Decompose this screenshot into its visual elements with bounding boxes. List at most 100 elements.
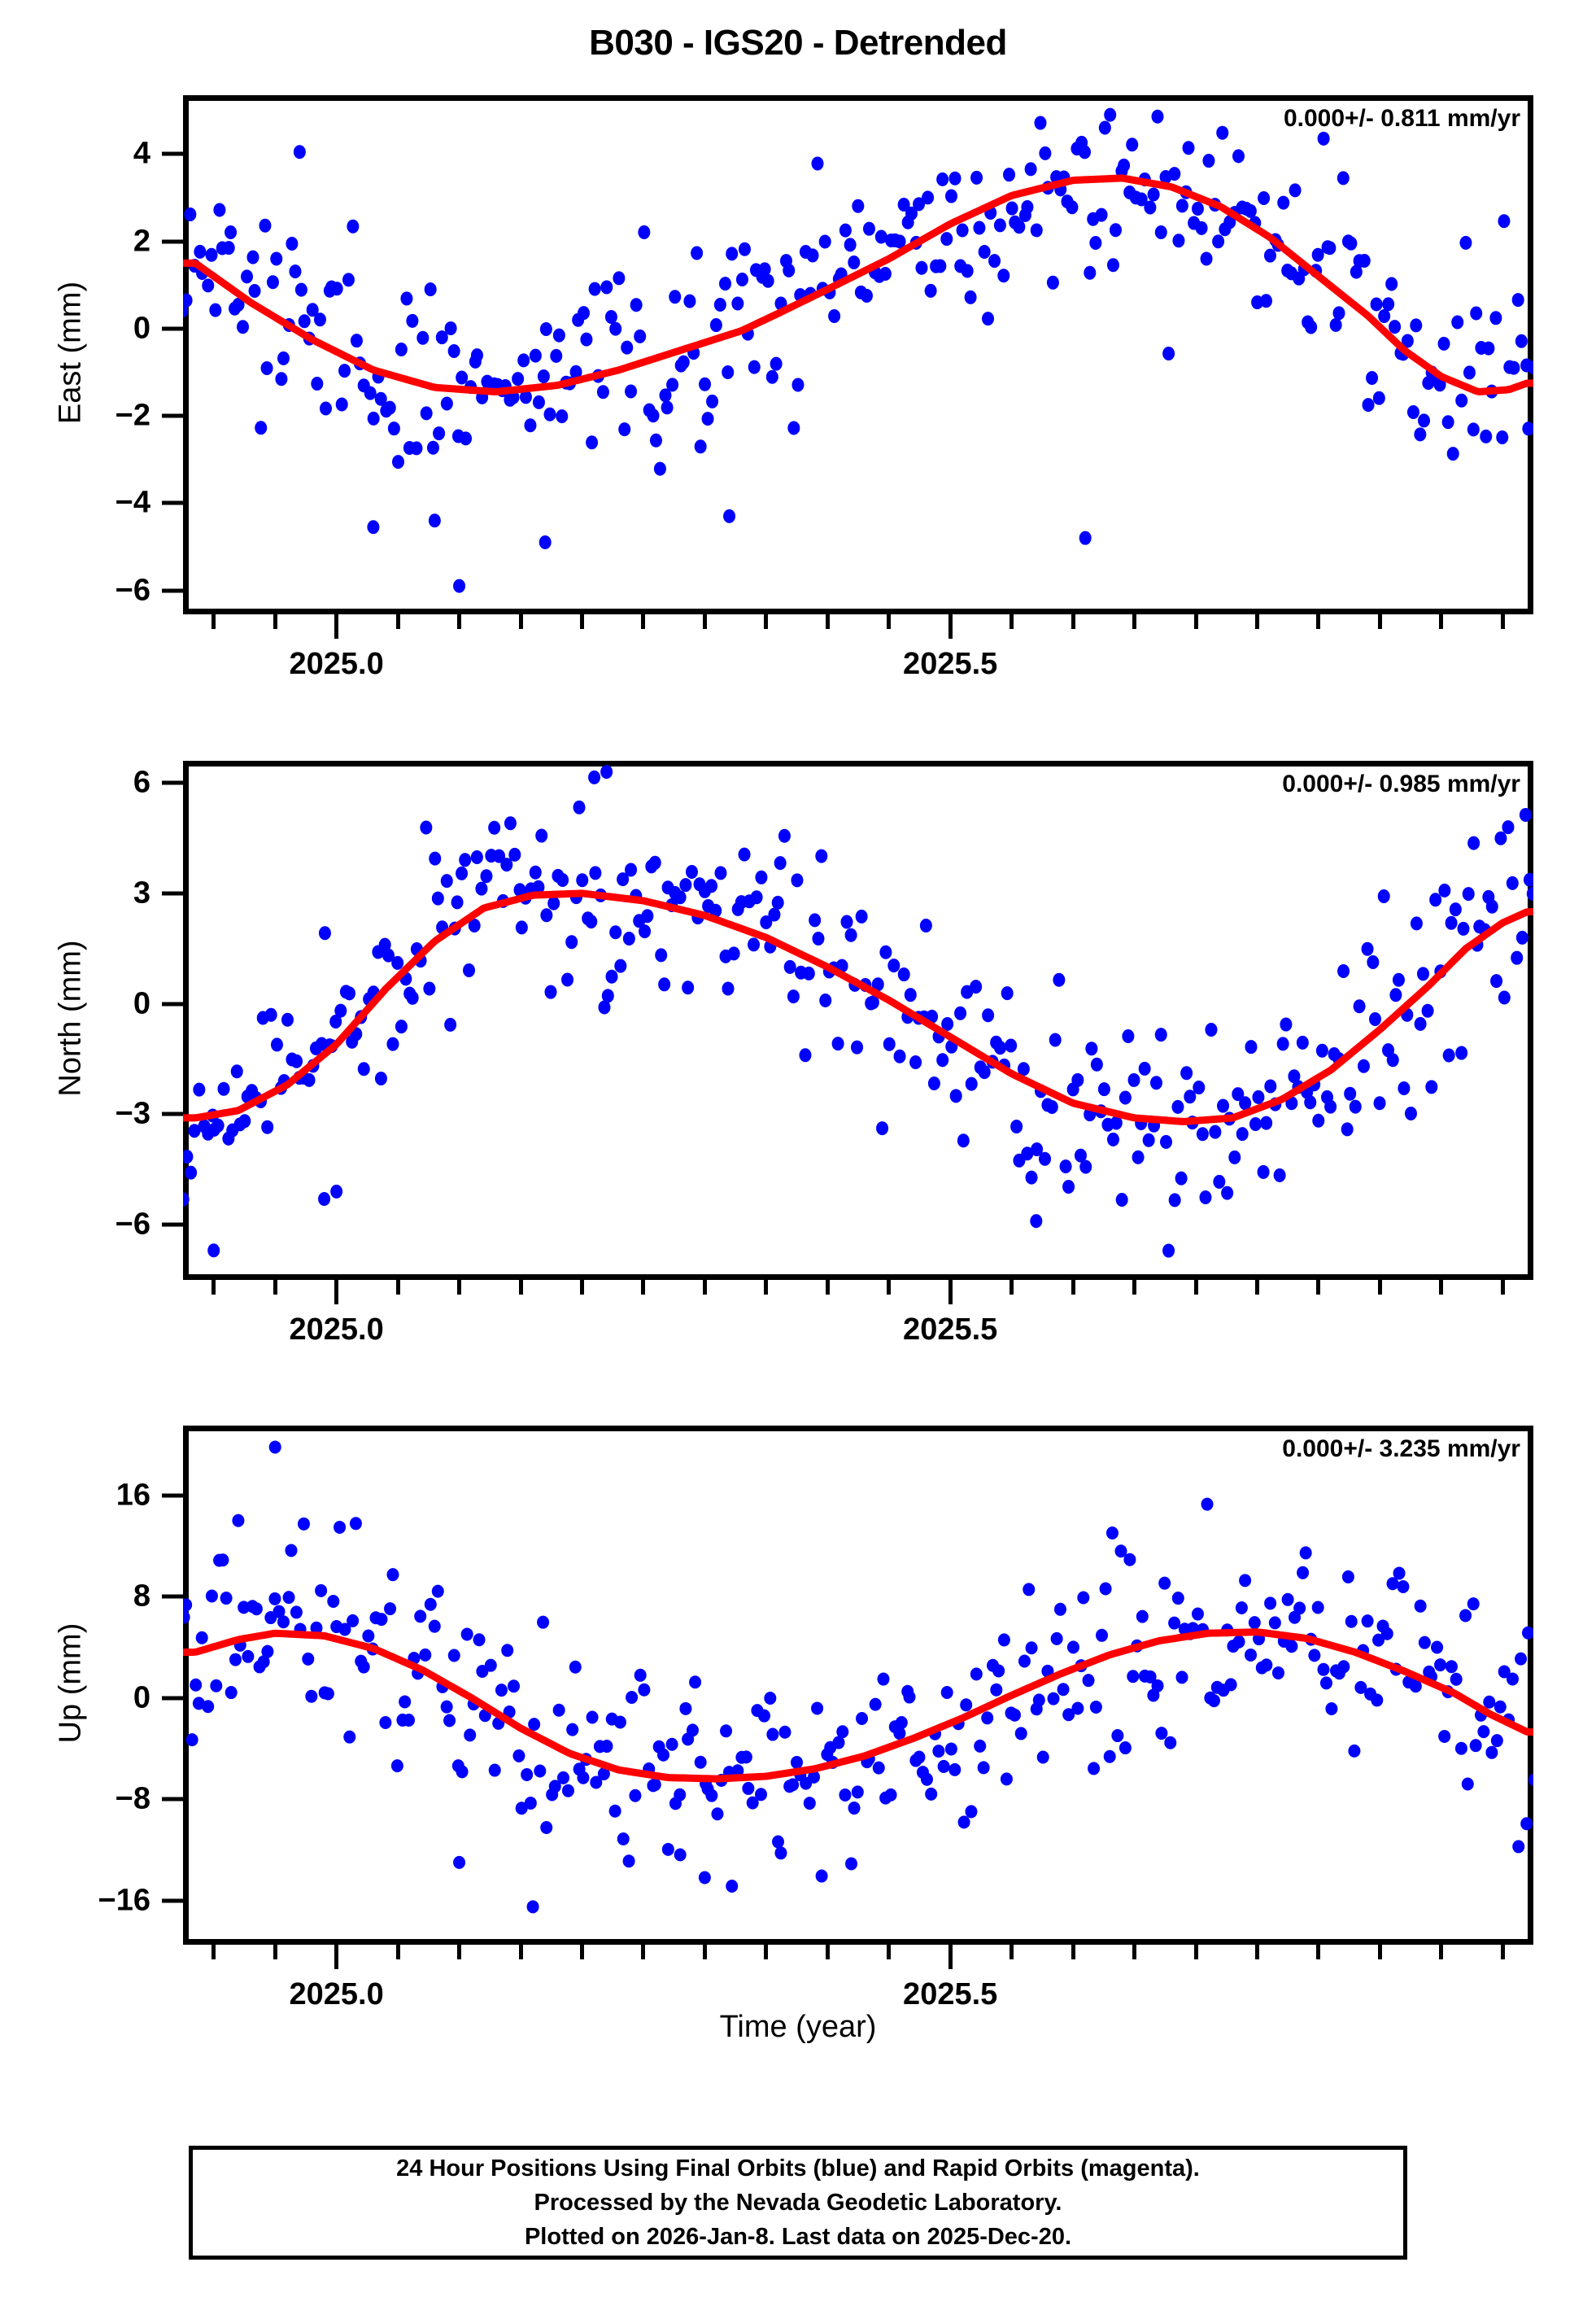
- x-tick-minor: [579, 1945, 584, 1959]
- x-tick-minor: [1132, 1280, 1137, 1295]
- x-tick-label: 2025.0: [289, 647, 384, 681]
- x-tick-minor: [1009, 1280, 1014, 1295]
- y-tick-mark: [162, 413, 183, 418]
- seasonal-fit-curve: [183, 174, 1533, 395]
- x-tick-minor: [1193, 614, 1198, 629]
- x-tick-minor: [1377, 614, 1382, 629]
- y-tick-label: 0: [133, 1680, 150, 1715]
- y-tick-label: −6: [115, 1207, 150, 1242]
- scatter-points: [183, 1440, 1533, 1914]
- x-tick-minor: [702, 614, 707, 629]
- x-tick-minor: [641, 1945, 646, 1959]
- x-tick-label: 2025.0: [289, 1977, 384, 2011]
- x-tick-major: [334, 1945, 339, 1969]
- x-tick-minor: [1316, 1280, 1321, 1295]
- panel-up-frame: [183, 1426, 1533, 1945]
- x-tick-minor: [702, 1280, 707, 1295]
- panel-east-frame: [183, 95, 1533, 614]
- y-tick-mark: [162, 588, 183, 592]
- seasonal-fit-curve: [183, 1628, 1533, 1783]
- x-tick-minor: [579, 614, 584, 629]
- page-title: B030 - IGS20 - Detrended: [589, 23, 1007, 63]
- x-tick-minor: [395, 1945, 400, 1959]
- panel-east-rate-annotation: 0.000+/- 0.811 mm/yr: [1283, 105, 1520, 132]
- caption-line-2: Processed by the Nevada Geodetic Laborat…: [534, 2190, 1062, 2216]
- scatter-points: [183, 107, 1533, 593]
- y-tick-label: −6: [115, 573, 150, 607]
- x-tick-minor: [273, 614, 277, 629]
- x-tick-minor: [1500, 1280, 1505, 1295]
- x-tick-minor: [1500, 614, 1505, 629]
- x-tick-minor: [518, 1945, 523, 1959]
- caption-line-1: 24 Hour Positions Using Final Orbits (bl…: [396, 2155, 1200, 2182]
- x-tick-minor: [1071, 614, 1075, 629]
- y-tick-mark: [162, 1112, 183, 1116]
- x-tick-major: [948, 614, 953, 639]
- y-tick-mark: [162, 1594, 183, 1599]
- x-tick-minor: [457, 614, 462, 629]
- x-tick-minor: [702, 1945, 707, 1959]
- x-tick-minor: [1132, 614, 1137, 629]
- x-tick-minor: [825, 614, 830, 629]
- x-axis-title: Time (year): [719, 2010, 877, 2044]
- x-tick-minor: [211, 1945, 216, 1959]
- x-tick-minor: [887, 1945, 892, 1959]
- panel-up-rate-annotation: 0.000+/- 3.235 mm/yr: [1282, 1435, 1520, 1462]
- y-tick-label: −2: [115, 398, 150, 433]
- x-tick-major: [948, 1945, 953, 1969]
- x-tick-minor: [273, 1945, 277, 1959]
- y-tick-label: 6: [133, 765, 150, 800]
- y-tick-label: 0: [133, 311, 150, 346]
- x-tick-minor: [764, 1945, 769, 1959]
- panel-up-plot: [183, 1440, 1533, 1914]
- x-tick-minor: [1500, 1945, 1505, 1959]
- x-tick-major: [334, 1280, 339, 1304]
- x-tick-minor: [457, 1280, 462, 1295]
- x-tick-minor: [518, 614, 523, 629]
- y-tick-mark: [162, 1898, 183, 1903]
- x-tick-minor: [395, 614, 400, 629]
- x-tick-minor: [1439, 614, 1444, 629]
- x-tick-minor: [211, 614, 216, 629]
- x-tick-minor: [579, 1280, 584, 1295]
- x-tick-minor: [273, 1280, 277, 1295]
- y-tick-mark: [162, 326, 183, 331]
- x-tick-minor: [1193, 1945, 1198, 1959]
- x-tick-minor: [1254, 614, 1259, 629]
- y-tick-mark: [162, 780, 183, 785]
- x-tick-minor: [1316, 614, 1321, 629]
- x-tick-minor: [641, 1280, 646, 1295]
- panel-north: 0.000+/- 0.985 mm/yr: [183, 761, 1533, 1280]
- y-tick-mark: [162, 1002, 183, 1007]
- x-tick-minor: [825, 1280, 830, 1295]
- y-tick-mark: [162, 151, 183, 156]
- y-tick-label: −3: [115, 1096, 150, 1131]
- caption-box: 24 Hour Positions Using Final Orbits (bl…: [189, 2146, 1407, 2260]
- y-tick-mark: [162, 891, 183, 896]
- panel-east-plot: [183, 107, 1533, 593]
- scatter-points: [183, 765, 1533, 1258]
- x-tick-minor: [518, 1280, 523, 1295]
- x-tick-minor: [1316, 1945, 1321, 1959]
- y-tick-label: 3: [133, 876, 150, 911]
- y-tick-mark: [162, 1696, 183, 1701]
- x-tick-minor: [1377, 1280, 1382, 1295]
- x-tick-minor: [887, 1280, 892, 1295]
- caption-line-3: Plotted on 2026-Jan-8. Last data on 2025…: [524, 2224, 1072, 2250]
- x-tick-minor: [1377, 1945, 1382, 1959]
- panel-up: 0.000+/- 3.235 mm/yr: [183, 1426, 1533, 1945]
- y-tick-label: 16: [116, 1478, 150, 1513]
- x-tick-minor: [764, 1280, 769, 1295]
- x-tick-minor: [1071, 1280, 1075, 1295]
- y-tick-label: −8: [115, 1781, 150, 1816]
- y-tick-mark: [162, 239, 183, 244]
- x-tick-minor: [1009, 1945, 1014, 1959]
- x-tick-minor: [1009, 614, 1014, 629]
- panel-north-frame: [183, 761, 1533, 1280]
- x-tick-minor: [1254, 1945, 1259, 1959]
- x-tick-minor: [641, 614, 646, 629]
- x-tick-minor: [764, 614, 769, 629]
- y-tick-mark: [162, 500, 183, 505]
- y-tick-label: 8: [133, 1579, 150, 1614]
